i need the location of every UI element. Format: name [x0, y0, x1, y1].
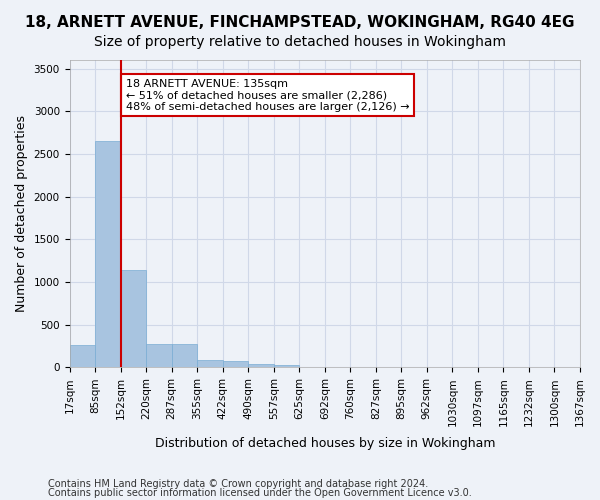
Text: 18 ARNETT AVENUE: 135sqm
← 51% of detached houses are smaller (2,286)
48% of sem: 18 ARNETT AVENUE: 135sqm ← 51% of detach… — [125, 79, 409, 112]
Text: Contains HM Land Registry data © Crown copyright and database right 2024.: Contains HM Land Registry data © Crown c… — [48, 479, 428, 489]
Bar — [223, 362, 248, 368]
Bar — [248, 364, 274, 368]
Bar — [146, 344, 172, 367]
Bar — [274, 365, 299, 368]
Bar — [95, 141, 121, 368]
X-axis label: Distribution of detached houses by size in Wokingham: Distribution of detached houses by size … — [155, 437, 495, 450]
Text: Size of property relative to detached houses in Wokingham: Size of property relative to detached ho… — [94, 35, 506, 49]
Bar — [197, 360, 223, 368]
Bar — [70, 345, 95, 368]
Bar — [121, 270, 146, 368]
Text: 18, ARNETT AVENUE, FINCHAMPSTEAD, WOKINGHAM, RG40 4EG: 18, ARNETT AVENUE, FINCHAMPSTEAD, WOKING… — [25, 15, 575, 30]
Y-axis label: Number of detached properties: Number of detached properties — [15, 115, 28, 312]
Text: Contains public sector information licensed under the Open Government Licence v3: Contains public sector information licen… — [48, 488, 472, 498]
Bar — [172, 344, 197, 367]
